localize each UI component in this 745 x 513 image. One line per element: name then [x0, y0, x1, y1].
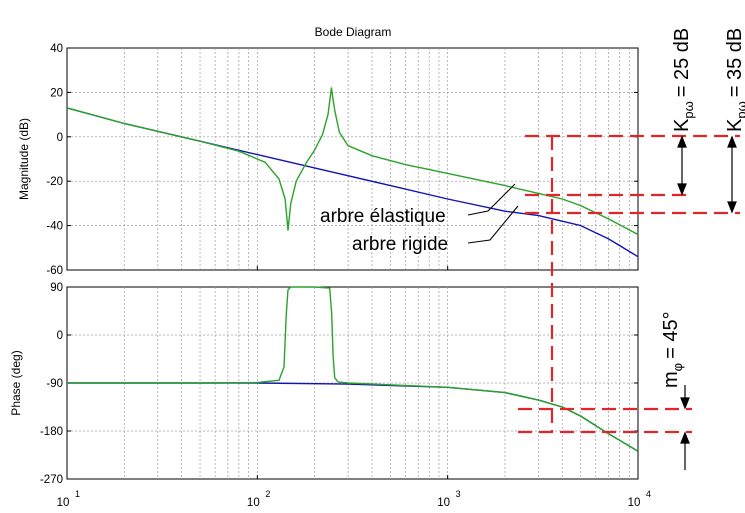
- k-green-value: = 25 dB: [671, 28, 693, 98]
- ph-series-line-1: [67, 286, 639, 452]
- leader-line-elastic: [467, 183, 516, 216]
- arrow-k-green-top-head: [677, 135, 687, 148]
- x-tick-exponent: 4: [646, 489, 651, 499]
- m-phi-label: mφ= 45°: [660, 311, 685, 388]
- k-green-label: Kpω= 25 dB: [671, 28, 696, 132]
- label-arbre-rigide: arbre rigide: [352, 234, 448, 255]
- x-tick-exponent: 3: [456, 489, 461, 499]
- phase-panel: 90 0 -90 -180 -270 Phase (deg): [9, 282, 639, 486]
- k-green-subscript: pω: [681, 101, 696, 118]
- x-tick-exponent: 1: [75, 489, 80, 499]
- x-tick-label: 10: [628, 497, 641, 509]
- mag-y-tick-label: -20: [46, 176, 63, 188]
- m-phi-annotation: mφ= 45°: [660, 311, 685, 388]
- k-blue-subscript: pω: [734, 101, 745, 118]
- mag-y-tick-label: 20: [50, 87, 63, 99]
- magnitude-grid: [67, 48, 638, 270]
- x-tick-label: 10: [437, 497, 450, 509]
- m-phi-value: = 45°: [660, 311, 682, 358]
- x-tick-label: 10: [57, 497, 70, 509]
- mag-y-tick-label: 40: [50, 43, 63, 55]
- mag-y-tick-label: 0: [57, 132, 63, 144]
- m-phi-subscript: φ: [670, 363, 685, 371]
- dimension-arrows: [677, 135, 737, 470]
- k-blue-value: = 35 dB: [724, 28, 745, 98]
- chart-title: Bode Diagram: [315, 25, 392, 39]
- k-green-annotation: Kpω= 25 dB: [671, 28, 696, 132]
- curve-annotations: arbre élastique arbre rigide: [320, 183, 519, 255]
- gain-margin-markers: [518, 134, 740, 434]
- label-arbre-elastique: arbre élastique: [320, 206, 446, 227]
- mag-series-line-1: [66, 87, 639, 236]
- frequency-x-ticks: 10 1 10 2 10 3 10 4: [57, 266, 651, 509]
- ph-y-tick-label: -270: [40, 474, 63, 486]
- arrow-k-blue-top-head: [727, 135, 737, 148]
- k-blue-annotation: Kpω= 35 dB: [724, 28, 745, 132]
- phase-series: [67, 286, 639, 452]
- magnitude-series: [66, 87, 639, 258]
- ph-y-tick-label: 90: [50, 282, 63, 294]
- magnitude-y-ticks: 40 20 0 -20 -40 -60: [46, 43, 638, 277]
- ph-y-tick-label: -90: [46, 378, 63, 390]
- k-blue-label: Kpω= 35 dB: [724, 28, 745, 132]
- magnitude-panel: 40 20 0 -20 -40 -60 Magnitude (dB): [17, 43, 639, 277]
- mag-y-tick-label: -40: [46, 221, 63, 233]
- magnitude-axis-label: Magnitude (dB): [17, 118, 31, 200]
- arrow-m-phi-top-head: [680, 397, 690, 410]
- mag-y-tick-label: -60: [46, 265, 63, 277]
- leader-line-rigid: [467, 205, 519, 244]
- arrow-k-blue-bottom-head: [727, 201, 737, 214]
- arrow-m-phi-bottom-head: [680, 431, 690, 444]
- ph-y-tick-label: -180: [40, 426, 63, 438]
- arrow-k-green-bottom-head: [677, 183, 687, 196]
- x-tick-label: 10: [247, 497, 260, 509]
- x-tick-exponent: 2: [265, 489, 270, 499]
- phase-axis-label: Phase (deg): [9, 350, 23, 415]
- magnitude-plot-frame: [66, 47, 639, 271]
- ph-y-tick-label: 0: [57, 330, 63, 342]
